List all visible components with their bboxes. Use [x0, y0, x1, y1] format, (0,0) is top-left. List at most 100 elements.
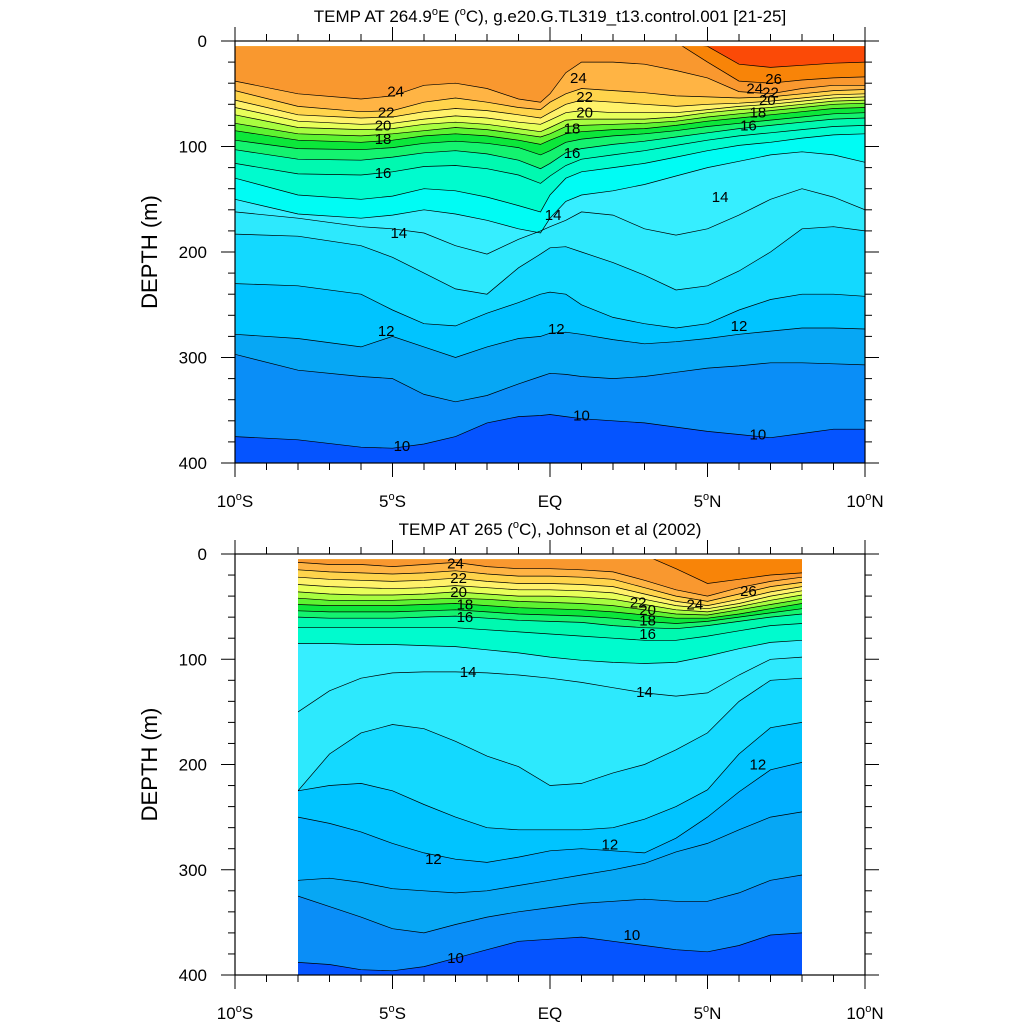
contour-label-22: 22 [576, 89, 593, 106]
x-tick-label: 5oS [379, 491, 406, 511]
contour-label-20: 20 [759, 92, 776, 109]
isotherm-14.5 [235, 151, 865, 234]
x-tick-label: 5oN [694, 491, 722, 511]
isotherm-11 [235, 353, 865, 403]
y-tick-label: 100 [179, 650, 207, 669]
isotherm-16 [298, 613, 802, 630]
isotherm-18 [235, 107, 865, 145]
isotherm-15.5 [298, 623, 802, 641]
contour-label-20: 20 [450, 584, 467, 601]
isotherm-13 [235, 283, 865, 329]
contour-label-24: 24 [387, 84, 404, 101]
x-tick-label: EQ [538, 1004, 563, 1023]
contour-label-20: 20 [576, 105, 593, 122]
x-tick-label: EQ [538, 492, 563, 511]
y-tick-label: 0 [198, 32, 207, 51]
isotherm-21 [235, 96, 865, 125]
isotherm-17 [235, 112, 865, 156]
isotherm-18 [298, 603, 802, 619]
contour-label-16: 16 [457, 609, 474, 626]
isotherm-13.5 [298, 677, 802, 792]
contour-label-14: 14 [545, 207, 562, 224]
y-axis: 0 100 200 300 400 [179, 545, 879, 985]
contour-label-16: 16 [564, 145, 581, 162]
y-tick-label: 300 [179, 861, 207, 880]
contour-label-14: 14 [390, 225, 407, 242]
contour-label-18: 18 [564, 121, 581, 138]
isotherm-21 [298, 584, 802, 610]
isotherm-26 [704, 46, 865, 68]
y-tick-label: 300 [179, 349, 207, 368]
isotherm-24 [235, 61, 865, 103]
isotherm-19 [298, 597, 802, 616]
isotherm-17 [298, 608, 802, 624]
contour-label-12: 12 [602, 836, 619, 853]
isotherm-14 [235, 188, 865, 255]
isotherm-12 [235, 327, 865, 358]
isotherm-20 [298, 591, 802, 613]
contour-label-12: 12 [731, 318, 748, 335]
chart-title: TEMP AT 265 (oC), Johnson et al (2002) [399, 519, 702, 539]
contour-label-24: 24 [447, 555, 464, 572]
contour-label-10: 10 [447, 950, 464, 967]
contour-lines [298, 559, 802, 972]
contour-label-12: 12 [548, 321, 565, 338]
contour-label-10: 10 [573, 408, 590, 425]
contour-label-14: 14 [460, 664, 477, 681]
y-tick-label: 200 [179, 243, 207, 262]
isotherm-10 [298, 932, 802, 972]
contour-label-18: 18 [750, 105, 767, 122]
contour-label-22: 22 [762, 85, 779, 102]
contour-label-10: 10 [394, 438, 411, 455]
contour-fills [298, 559, 802, 975]
x-axis: 10oS 5oS EQ 5oN 10oN [217, 540, 884, 1023]
contour-label-16: 16 [639, 626, 656, 643]
contour-label-16: 16 [375, 165, 392, 182]
contour-label-26: 26 [765, 71, 782, 88]
contour-label-20: 20 [375, 117, 392, 134]
isotherm-15.5 [235, 125, 865, 184]
isotherm-23 [235, 88, 865, 113]
isotherm-20 [235, 99, 865, 133]
contour-label-12: 12 [378, 323, 395, 340]
isotherm-12 [298, 762, 802, 863]
isotherm-22 [235, 93, 865, 119]
x-axis: 10oS 5oS EQ 5oN 10oN [217, 27, 884, 511]
isotherm-24 [298, 562, 802, 597]
contour-label-18: 18 [457, 597, 474, 614]
x-tick-label: 5oS [379, 1003, 406, 1023]
isotherm-11 [298, 874, 802, 934]
y-tick-label: 400 [179, 966, 207, 985]
panel-2: 2422201816141210222018161412102426120100… [137, 519, 884, 1023]
y-tick-label: 100 [179, 138, 207, 157]
isotherm-10 [235, 414, 865, 449]
contour-label-26: 26 [740, 583, 757, 600]
fill-above-25 [654, 559, 802, 584]
isotherm-14 [298, 656, 802, 713]
contour-label-16: 16 [740, 117, 757, 134]
y-tick-label: 200 [179, 756, 207, 775]
fill-above-26 [707, 46, 865, 68]
isotherm-23 [298, 569, 802, 602]
contour-label-14: 14 [636, 684, 653, 701]
isotherm-13.5 [235, 226, 865, 295]
isotherm-13 [298, 722, 802, 831]
y-axis-label: DEPTH (m) [137, 195, 162, 309]
contour-lines [235, 46, 865, 449]
y-tick-label: 400 [179, 454, 207, 473]
contour-label-24: 24 [746, 80, 763, 97]
isotherm-15 [298, 639, 802, 664]
y-axis-label: DEPTH (m) [137, 708, 162, 822]
contour-label-24: 24 [687, 597, 704, 614]
isotherm-25 [653, 559, 802, 584]
isotherm-11.5 [298, 811, 802, 894]
chart-title: TEMP AT 264.9oE (oC), g.e20.G.TL319_t13.… [314, 6, 786, 26]
x-tick-label: 10oN [846, 1003, 883, 1023]
x-tick-label: 10oS [217, 1003, 253, 1023]
contour-label-10: 10 [750, 427, 767, 444]
y-tick-label: 0 [198, 545, 207, 564]
